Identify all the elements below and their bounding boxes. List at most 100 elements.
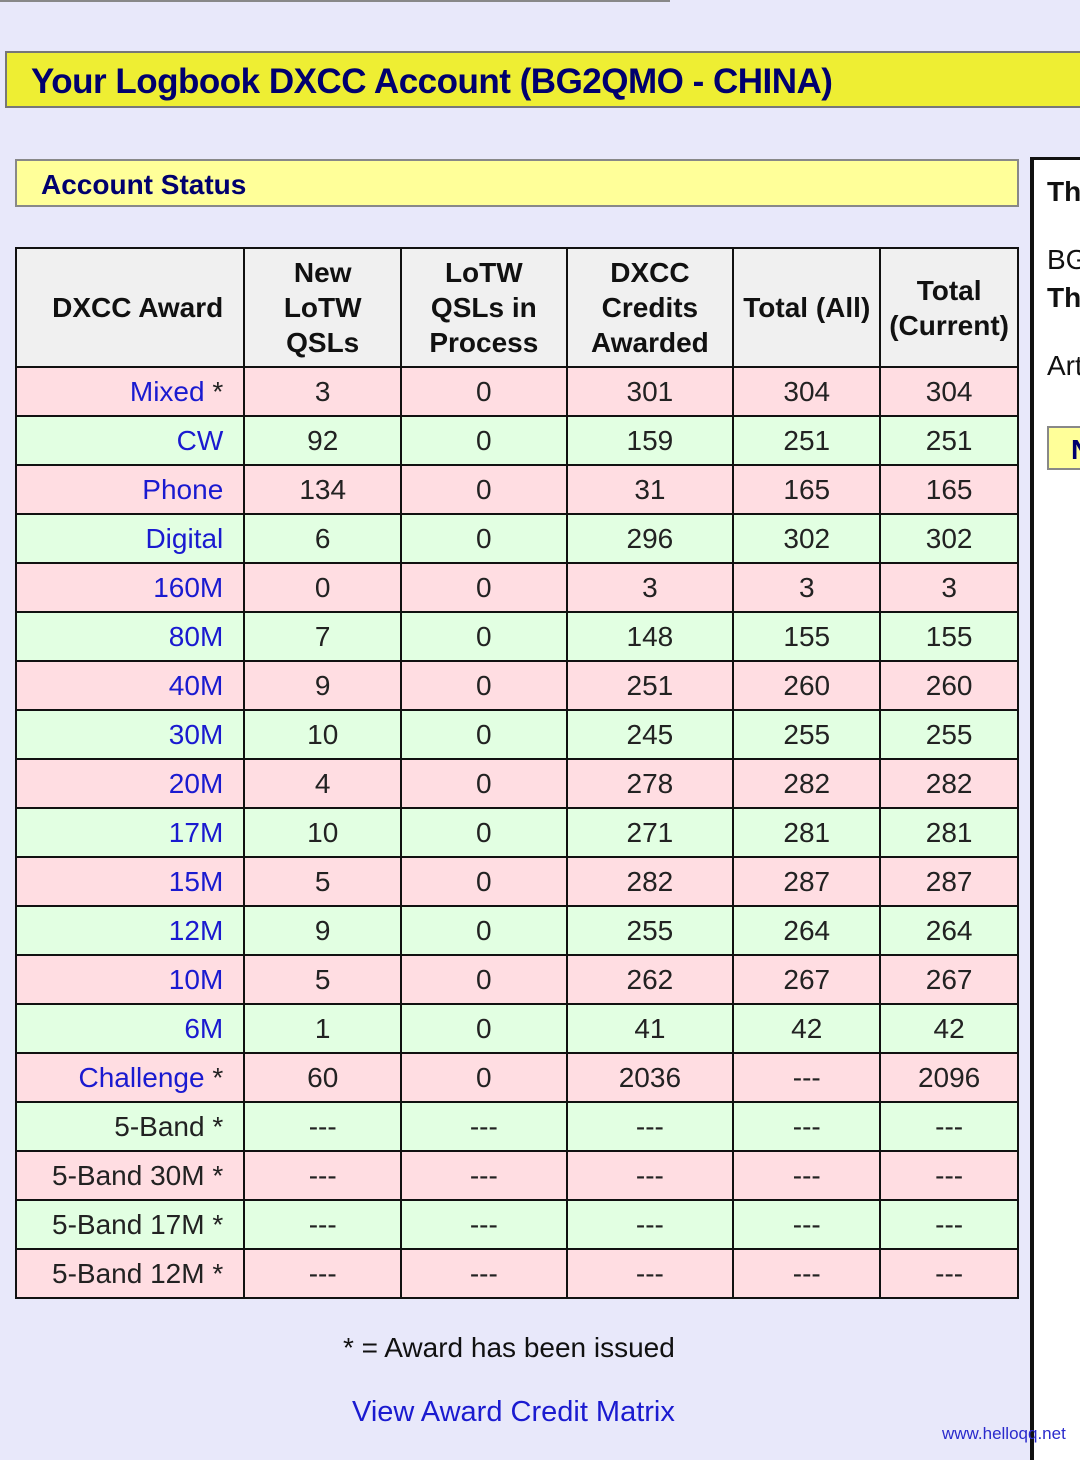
value-cell: --- [879, 1150, 1019, 1201]
value-cell: --- [565, 1248, 735, 1299]
value-cell: 260 [879, 660, 1019, 711]
value-cell: 60 [243, 1052, 403, 1103]
value-cell: 31 [565, 464, 735, 515]
table-row: 160M 0 0 3 3 3 [14, 562, 1019, 613]
value-cell: --- [879, 1248, 1019, 1299]
value-cell: --- [400, 1101, 568, 1152]
value-cell: 296 [565, 513, 735, 564]
award-name: 5-Band [114, 1110, 205, 1142]
value-cell: 5 [243, 954, 403, 1005]
value-cell: 165 [732, 464, 882, 515]
section-header: Account Status [15, 159, 1019, 207]
issued-marker: * [204, 1061, 224, 1093]
value-cell: 302 [879, 513, 1019, 564]
column-header: Total (All) [732, 247, 882, 368]
value-cell: 245 [565, 709, 735, 760]
award-link[interactable]: Challenge [78, 1061, 205, 1093]
award-cell: 40M [14, 660, 246, 711]
value-cell: 0 [400, 1003, 568, 1054]
side-button[interactable]: N [1047, 426, 1080, 470]
value-cell: --- [400, 1150, 568, 1201]
award-link[interactable]: Mixed [129, 375, 205, 407]
side-text-2: BG [1047, 244, 1080, 275]
award-link[interactable]: 6M [184, 1012, 224, 1044]
issued-marker: * [204, 1208, 224, 1240]
award-cell: 12M [14, 905, 246, 956]
value-cell: 0 [400, 562, 568, 613]
value-cell: 42 [732, 1003, 882, 1054]
value-cell: 2036 [565, 1052, 735, 1103]
view-award-credit-matrix-link[interactable]: View Award Credit Matrix [352, 1396, 675, 1428]
award-link[interactable]: 30M [168, 718, 224, 750]
award-link[interactable]: 10M [168, 963, 224, 995]
value-cell: 281 [732, 807, 882, 858]
value-cell: 0 [400, 1052, 568, 1103]
value-cell: 251 [879, 415, 1019, 466]
table-row: 17M 10 0 271 281 281 [14, 807, 1019, 858]
page-title-bar: Your Logbook DXCC Account (BG2QMO - CHIN… [5, 51, 1080, 108]
award-link[interactable]: 17M [168, 816, 224, 848]
value-cell: 9 [243, 905, 403, 956]
award-cell: 20M [14, 758, 246, 809]
value-cell: 6 [243, 513, 403, 564]
value-cell: 4 [243, 758, 403, 809]
value-cell: 2096 [879, 1052, 1019, 1103]
award-link[interactable]: Phone [142, 473, 224, 505]
issued-marker: * [204, 375, 224, 407]
value-cell: 0 [400, 366, 568, 417]
award-link[interactable]: 40M [168, 669, 224, 701]
value-cell: --- [565, 1199, 735, 1250]
value-cell: 165 [879, 464, 1019, 515]
table-row: 5-Band 30M * --- --- --- --- --- [14, 1150, 1019, 1201]
value-cell: 148 [565, 611, 735, 662]
award-name: 5-Band 17M [52, 1208, 205, 1240]
side-panel: Th BG Th Art N [1030, 157, 1080, 1460]
value-cell: 0 [400, 611, 568, 662]
value-cell: 0 [400, 758, 568, 809]
award-link[interactable]: Digital [145, 522, 224, 554]
award-cell: 30M [14, 709, 246, 760]
award-link[interactable]: 80M [168, 620, 224, 652]
table-row: Digital 6 0 296 302 302 [14, 513, 1019, 564]
value-cell: 155 [732, 611, 882, 662]
value-cell: --- [732, 1248, 882, 1299]
value-cell: --- [732, 1052, 882, 1103]
value-cell: 3 [243, 366, 403, 417]
award-link[interactable]: CW [176, 424, 224, 456]
value-cell: 1 [243, 1003, 403, 1054]
value-cell: --- [879, 1101, 1019, 1152]
award-link[interactable]: 12M [168, 914, 224, 946]
value-cell: 159 [565, 415, 735, 466]
value-cell: 255 [879, 709, 1019, 760]
table-row: 15M 5 0 282 287 287 [14, 856, 1019, 907]
value-cell: 282 [565, 856, 735, 907]
value-cell: --- [565, 1101, 735, 1152]
table-row: 20M 4 0 278 282 282 [14, 758, 1019, 809]
value-cell: 262 [565, 954, 735, 1005]
value-cell: --- [400, 1248, 568, 1299]
value-cell: 10 [243, 709, 403, 760]
award-link[interactable]: 160M [153, 571, 224, 603]
award-link[interactable]: 20M [168, 767, 224, 799]
side-text-4: Art [1047, 350, 1080, 381]
column-header: DXCC Credits Awarded [565, 247, 735, 368]
watermark: www.helloqq.net [942, 1424, 1066, 1443]
award-cell: 17M [14, 807, 246, 858]
table-row: Mixed * 3 0 301 304 304 [14, 366, 1019, 417]
award-link[interactable]: 15M [168, 865, 224, 897]
value-cell: 251 [565, 660, 735, 711]
value-cell: 260 [732, 660, 882, 711]
award-cell: 15M [14, 856, 246, 907]
value-cell: 0 [243, 562, 403, 613]
value-cell: --- [243, 1101, 403, 1152]
award-cell: 10M [14, 954, 246, 1005]
award-cell: 5-Band 12M * [14, 1248, 246, 1299]
value-cell: --- [243, 1150, 403, 1201]
value-cell: 5 [243, 856, 403, 907]
table-row: Phone 134 0 31 165 165 [14, 464, 1019, 515]
legend-note: * = Award has been issued [343, 1332, 675, 1363]
award-name: 5-Band 12M [52, 1257, 205, 1289]
table-row: 6M 1 0 41 42 42 [14, 1003, 1019, 1054]
dxcc-award-table: DXCC Award New LoTW QSLs LoTW QSLs in Proc… [14, 247, 1019, 1299]
value-cell: --- [732, 1150, 882, 1201]
